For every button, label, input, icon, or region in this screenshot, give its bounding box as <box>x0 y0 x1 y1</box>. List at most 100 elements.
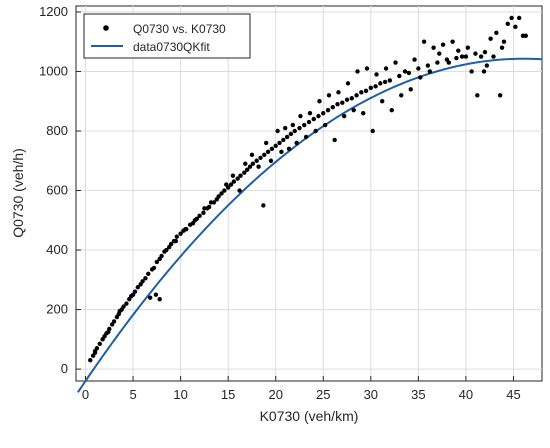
scatter-point-135 <box>336 90 341 95</box>
y-tick-label-0: 0 <box>61 361 68 376</box>
scatter-point-98 <box>473 51 478 56</box>
scatter-point-108 <box>183 227 188 232</box>
scatter-point-85 <box>368 85 374 91</box>
scatter-point-94 <box>435 60 440 65</box>
scatter-point-99 <box>482 49 488 55</box>
fit-layer <box>77 57 543 393</box>
scatter-point-30 <box>164 247 169 253</box>
scatter-point-97 <box>463 54 469 59</box>
scatter-point-72 <box>306 119 312 125</box>
x-tick-label-6: 30 <box>364 387 378 402</box>
scatter-point-71 <box>302 122 307 128</box>
scatter-point-101 <box>106 329 111 335</box>
scatter-point-174 <box>516 15 522 21</box>
scatter-point-148 <box>399 93 404 98</box>
scatter-point-18 <box>132 289 138 294</box>
scatter-point-79 <box>340 100 345 105</box>
scatter-point-55 <box>242 170 247 175</box>
scatter-point-138 <box>351 107 356 113</box>
scatter-point-115 <box>243 161 248 166</box>
scatter-point-68 <box>288 131 294 137</box>
x-tick-label-0: 0 <box>82 387 89 402</box>
scatter-point-147 <box>393 60 398 65</box>
legend-label-fit: data0730QKfit <box>133 40 210 54</box>
scatter-point-160 <box>456 48 461 53</box>
scatter-point-154 <box>427 69 432 74</box>
scatter-point-61 <box>262 152 267 158</box>
scatter-point-75 <box>321 110 326 116</box>
scatter-point-88 <box>382 79 388 85</box>
scatter-point-52 <box>231 179 237 184</box>
scatter-point-0 <box>88 357 93 363</box>
scatter-point-47 <box>216 194 221 199</box>
scatter-point-172 <box>509 15 514 21</box>
scatter-point-165 <box>478 54 484 59</box>
scatter-point-81 <box>349 96 354 101</box>
scatter-point-104 <box>147 295 153 300</box>
scatter-point-171 <box>505 21 510 27</box>
x-axis-title: K0730 (veh/km) <box>260 408 359 424</box>
scatter-point-144 <box>380 99 385 104</box>
scatter-point-122 <box>279 149 284 155</box>
scatter-point-162 <box>465 45 471 50</box>
scatter-point-167 <box>488 36 493 41</box>
scatter-point-176 <box>523 33 529 38</box>
y-tick-label-5: 1000 <box>39 63 68 78</box>
scatter-point-83 <box>359 90 364 95</box>
scatter-point-166 <box>484 63 490 68</box>
scatter-point-161 <box>459 54 465 59</box>
x-tick-label-1: 5 <box>129 387 136 402</box>
scatter-point-76 <box>325 107 331 113</box>
scatter-point-131 <box>317 99 322 104</box>
y-axis-title: Q0730 (veh/h) <box>10 148 26 238</box>
scatter-point-127 <box>298 113 303 119</box>
scatter-point-129 <box>307 110 313 116</box>
scatter-point-146 <box>389 107 394 113</box>
scatter-point-78 <box>335 102 340 107</box>
scatter-point-141 <box>364 66 370 71</box>
scatter-point-41 <box>197 213 202 219</box>
scatter-point-35 <box>178 231 183 236</box>
scatter-point-69 <box>292 128 297 134</box>
scatter-point-111 <box>208 200 214 205</box>
grid-layer <box>76 6 542 381</box>
scatter-point-155 <box>431 45 436 50</box>
scatter-point-4 <box>97 341 102 346</box>
y-tick-label-1: 200 <box>46 302 68 317</box>
scatter-point-139 <box>355 69 360 74</box>
scatter-point-66 <box>281 137 286 143</box>
scatter-point-44 <box>206 204 212 210</box>
scatter-point-106 <box>157 296 162 302</box>
scatter-point-48 <box>219 191 224 196</box>
scatter-point-34 <box>174 234 180 239</box>
scatter-point-130 <box>313 128 318 134</box>
y-tick-label-6: 1200 <box>39 4 68 19</box>
scatter-point-169 <box>497 93 503 98</box>
scatter-point-137 <box>345 81 351 86</box>
scatter-point-62 <box>265 149 271 155</box>
scatter-point-93 <box>425 63 431 68</box>
scatter-point-53 <box>235 176 240 181</box>
scatter-point-91 <box>406 70 412 76</box>
y-tick-label-3: 600 <box>46 183 68 198</box>
scatter-point-90 <box>397 73 402 79</box>
scatter-point-118 <box>261 203 266 208</box>
scatter-point-116 <box>249 152 255 158</box>
scatter-point-87 <box>378 81 383 86</box>
scatter-point-120 <box>268 158 274 163</box>
tick-layer: 0 5 10 15 20 25 30 35 40 45 0 200 400 600 800 1000 1200 <box>39 4 521 402</box>
scatter-point-125 <box>290 122 296 128</box>
scatter-point-170 <box>501 39 507 44</box>
scatter-point-65 <box>277 140 282 146</box>
scatter-point-96 <box>454 55 459 61</box>
scatter-point-168 <box>494 30 499 35</box>
scatter-point-114 <box>237 188 242 193</box>
scatter-point-64 <box>273 143 278 149</box>
scatter-point-26 <box>154 259 160 265</box>
scatter-point-126 <box>294 140 299 146</box>
scatter-point-25 <box>151 265 157 271</box>
y-tick-label-4: 800 <box>46 123 68 138</box>
scatter-point-163 <box>469 69 474 74</box>
